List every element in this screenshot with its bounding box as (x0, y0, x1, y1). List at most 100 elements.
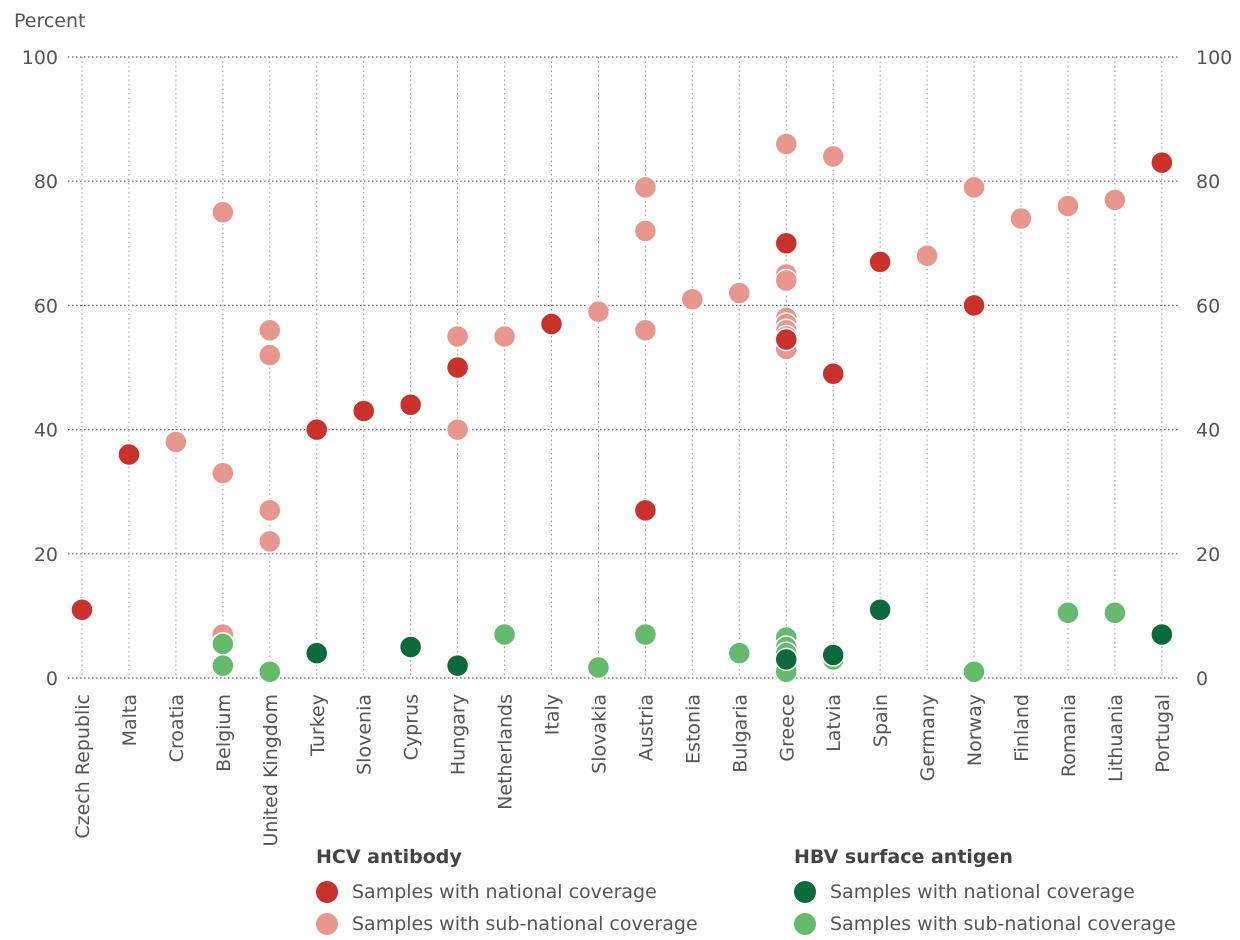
legend-hcv-subnational: Samples with sub-national coverage (316, 908, 698, 940)
point-hcv_sub (586, 299, 611, 324)
point-hcv_nat (305, 417, 329, 442)
point-hbv_sub (1056, 601, 1080, 625)
x-tick-label: Spain (870, 694, 892, 747)
point-hcv_sub (258, 529, 282, 554)
y-tick-right-0: 0 (1196, 668, 1208, 690)
legend-hbv-subnational-swatch (794, 913, 816, 935)
point-hcv_sub (1009, 206, 1033, 231)
point-hcv_sub (915, 243, 939, 268)
x-tick-label: Italy (542, 694, 564, 735)
point-hcv_sub (258, 498, 282, 523)
point-hcv_sub (211, 200, 235, 224)
point-hcv_nat (1150, 150, 1174, 175)
point-hcv_sub (680, 287, 705, 311)
x-tick-label: Turkey (307, 694, 329, 757)
point-hcv_nat (774, 327, 798, 352)
legend-hcv: HCV antibody Samples with national cover… (316, 846, 698, 940)
point-hcv_sub (821, 144, 845, 169)
y-axis-unit-label: Percent (14, 10, 86, 32)
point-hbv_sub (633, 622, 658, 647)
x-tick-label: Netherlands (495, 694, 517, 810)
x-tick-label: Romania (1058, 694, 1080, 777)
x-tick-label: Belgium (213, 694, 235, 772)
x-tick-label: Lithuania (1105, 694, 1127, 782)
legend-hcv-national: Samples with national coverage (316, 876, 698, 908)
point-hbv_sub (962, 660, 986, 684)
point-hbv_nat (398, 635, 423, 659)
point-hcv_sub (633, 219, 658, 243)
point-hcv_sub (962, 175, 986, 200)
point-hcv_sub (633, 318, 658, 342)
point-hcv_sub (492, 324, 517, 349)
legend-hbv-title: HBV surface antigen (794, 846, 1013, 868)
point-hcv_sub (727, 281, 752, 305)
point-hcv_sub (445, 324, 470, 349)
legend-hbv-national: Samples with national coverage (794, 876, 1176, 908)
y-axis-right-ticks: 0 20 40 60 80 100 (1196, 47, 1232, 690)
point-hcv_sub (633, 175, 658, 200)
horizontal-gridlines (68, 56, 1178, 679)
point-hcv_sub (774, 268, 798, 293)
x-tick-label: Finland (1011, 694, 1033, 762)
vertical-gridlines (81, 57, 1163, 678)
point-hcv_sub (445, 417, 470, 442)
x-tick-label: Czech Republic (72, 694, 94, 839)
point-hcv_nat (539, 312, 564, 336)
x-tick-label: Norway (964, 694, 986, 766)
point-hbv_nat (1150, 622, 1174, 647)
point-hcv_sub (1103, 188, 1127, 212)
y-tick-left-20: 20 (34, 544, 58, 566)
point-hcv_nat (962, 293, 986, 318)
point-hbv_sub (492, 622, 517, 647)
y-axis-left-ticks: 0 20 40 60 80 100 (22, 47, 58, 690)
y-tick-left-60: 60 (34, 295, 58, 317)
x-tick-label: Portugal (1152, 694, 1174, 773)
point-hbv_sub (727, 641, 752, 665)
point-hcv_sub (164, 430, 188, 454)
x-tick-label: Cyprus (401, 694, 423, 760)
point-hbv_sub (258, 660, 282, 684)
legend-hbv-subnational-label: Samples with sub-national coverage (830, 913, 1176, 935)
y-tick-right-40: 40 (1196, 420, 1220, 442)
x-tick-label: Germany (917, 694, 939, 781)
y-tick-right-80: 80 (1196, 171, 1220, 193)
point-hcv_nat (445, 355, 470, 380)
legend-hbv-national-swatch (794, 881, 816, 903)
point-hcv_sub (258, 318, 282, 342)
y-tick-left-80: 80 (34, 171, 58, 193)
legend-hcv-subnational-swatch (316, 913, 338, 935)
x-tick-label: United Kingdom (260, 694, 282, 847)
point-hcv_nat (117, 442, 141, 467)
point-hbv_nat (305, 641, 329, 665)
y-tick-left-0: 0 (46, 668, 58, 690)
point-hcv_sub (258, 343, 282, 367)
y-tick-left-100: 100 (22, 47, 58, 69)
point-hcv_nat (633, 498, 658, 523)
point-hbv_nat (445, 653, 470, 678)
x-tick-label: Malta (119, 694, 141, 746)
point-hcv_nat (868, 250, 892, 274)
point-hcv_nat (70, 597, 94, 622)
y-tick-right-20: 20 (1196, 544, 1220, 566)
y-tick-left-40: 40 (34, 420, 58, 442)
legend-hcv-subnational-label: Samples with sub-national coverage (352, 913, 698, 935)
x-tick-label: Slovakia (588, 694, 610, 774)
point-hcv_nat (398, 393, 423, 417)
point-hcv_sub (211, 461, 235, 485)
x-tick-label: Greece (776, 694, 798, 762)
x-tick-label: Slovenia (354, 694, 376, 775)
data-points (70, 132, 1174, 684)
point-hbv_sub (211, 632, 235, 656)
point-hbv_sub (1103, 601, 1127, 625)
legend-hcv-title: HCV antibody (316, 846, 462, 868)
x-tick-label: Hungary (448, 694, 470, 775)
point-hcv_sub (774, 132, 798, 156)
legend-hcv-national-label: Samples with national coverage (352, 881, 657, 903)
x-tick-label: Bulgaria (729, 694, 751, 773)
y-tick-right-60: 60 (1196, 295, 1220, 317)
point-hcv_sub (1056, 194, 1080, 218)
point-hcv_nat (351, 399, 376, 423)
x-tick-label: Estonia (682, 694, 704, 764)
x-axis-category-labels: Czech Republic Malta Croatia Belgium United … (72, 694, 1174, 847)
